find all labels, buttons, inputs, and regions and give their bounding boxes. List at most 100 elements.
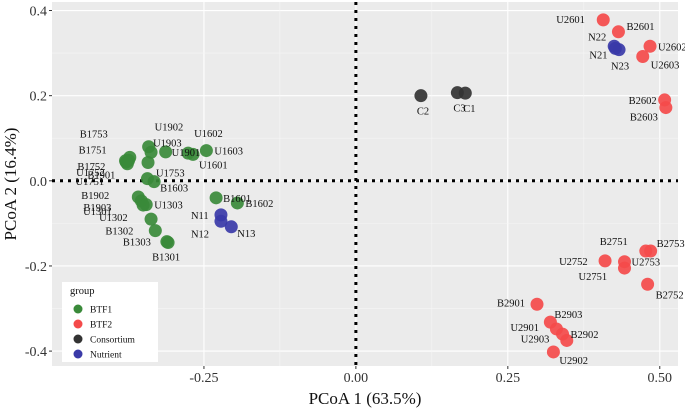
label-B1303: B1303 [123,238,151,249]
point-B1603 [147,175,161,189]
label-B2902: B2902 [571,330,599,341]
x-axis-ticks: -0.25 0.00 0.25 0.50 [189,366,672,386]
label-U1303: U1303 [154,201,183,212]
label-U2601: U2601 [556,15,585,26]
legend-swatch-btf2 [73,319,83,329]
point-U2751 [618,261,632,275]
point-U1603 [199,144,213,158]
label-N12: N12 [191,229,209,240]
point-U1601 [186,147,200,161]
point-U2752 [598,254,612,268]
label-U1301: U1301 [83,207,112,218]
x-axis-label: PCoA 1 (63.5%) [309,389,422,408]
point-U1303 [139,198,153,212]
label-N23: N23 [611,62,629,73]
y-tick-label: 0.0 [30,175,48,190]
label-U1752: U1752 [76,168,105,179]
label-U1751: U1751 [76,177,105,188]
label-B1302: B1302 [105,227,133,238]
y-tick-label: 0.2 [30,90,48,105]
label-N13: N13 [237,229,255,240]
point-B2752 [641,277,655,291]
label-U2903: U2903 [521,334,550,345]
label-B1902: B1902 [81,191,109,202]
point-U1302 [144,212,158,226]
label-B1601: B1601 [223,194,251,205]
legend-items: BTF1 BTF2 Consortium Nutrient [73,304,135,361]
label-U2901: U2901 [510,323,539,334]
point-U2601 [596,13,610,27]
label-U2752: U2752 [559,257,588,268]
label-C1: C1 [463,104,475,115]
legend-swatch-nutrient [73,349,83,359]
point-U2902 [546,345,560,359]
legend-title: group [70,286,95,297]
label-B2901: B2901 [497,298,525,309]
y-tick-label: -0.4 [25,345,47,360]
label-U1601: U1601 [199,160,228,171]
label-B1602: B1602 [245,199,273,210]
label-U2753: U2753 [632,258,661,269]
point-B1602 [230,196,244,210]
label-U2602: U2602 [658,42,685,53]
point-B1601 [209,191,223,205]
legend-label-consortium: Consortium [90,336,135,346]
legend-label-nutrient: Nutrient [90,351,122,361]
label-U2603: U2603 [651,60,680,71]
legend-label-btf1: BTF1 [90,306,112,316]
point-N13 [224,220,238,234]
label-U1901: U1901 [172,148,201,159]
data-points [119,13,673,359]
label-U1903: U1903 [153,138,182,149]
label-B2603: B2603 [630,113,658,124]
point-C1 [458,86,472,100]
label-U1602: U1602 [194,129,223,140]
point-U2603 [636,49,650,63]
label-U1753: U1753 [156,169,185,180]
point-N23 [612,43,626,57]
legend: group BTF1 BTF2 Consortium Nutrient [62,282,158,362]
legend-label-btf2: BTF2 [90,321,112,331]
x-tick-label: -0.25 [189,371,218,386]
label-B1752: B1752 [77,162,105,173]
label-B2751: B2751 [600,237,628,248]
y-tick-label: 0.4 [30,5,48,20]
legend-swatch-btf1 [73,304,83,314]
label-C2: C2 [417,107,429,118]
label-B2903: B2903 [554,310,582,321]
point-U1753 [141,156,155,170]
y-axis-label: PCoA 2 (16.4%) [1,128,20,241]
label-B1901: B1901 [87,171,115,182]
x-tick-label: 0.00 [344,371,369,386]
point-B1301 [161,236,175,250]
point-U2903 [560,333,574,347]
y-tick-label: -0.2 [25,260,47,275]
label-U1302: U1302 [99,213,128,224]
x-tick-label: 0.50 [648,371,673,386]
legend-swatch-consortium [73,334,83,344]
label-N11: N11 [191,211,209,222]
label-B1751: B1751 [79,145,107,156]
point-U1751 [119,154,133,168]
point-U1903 [144,145,158,159]
point-U1901 [159,145,173,159]
label-B1753: B1753 [80,129,108,140]
point-C2 [414,89,428,103]
label-B2752: B2752 [656,290,684,301]
label-B2601: B2601 [626,22,654,33]
label-B1301: B1301 [152,253,180,264]
point-N12 [214,214,228,228]
label-U1902: U1902 [155,123,184,134]
label-C3: C3 [453,104,465,115]
label-B1903: B1903 [83,203,111,214]
point-B2753 [644,244,658,258]
label-U2902: U2902 [559,356,588,367]
label-U1603: U1603 [214,147,243,158]
y-axis-ticks: 0.4 0.2 0.0 -0.2 -0.4 [25,5,52,360]
point-U2602 [643,39,657,53]
label-N22: N22 [588,32,606,43]
label-B2753: B2753 [657,239,685,250]
label-N21: N21 [589,50,607,61]
label-U2751: U2751 [579,272,608,283]
